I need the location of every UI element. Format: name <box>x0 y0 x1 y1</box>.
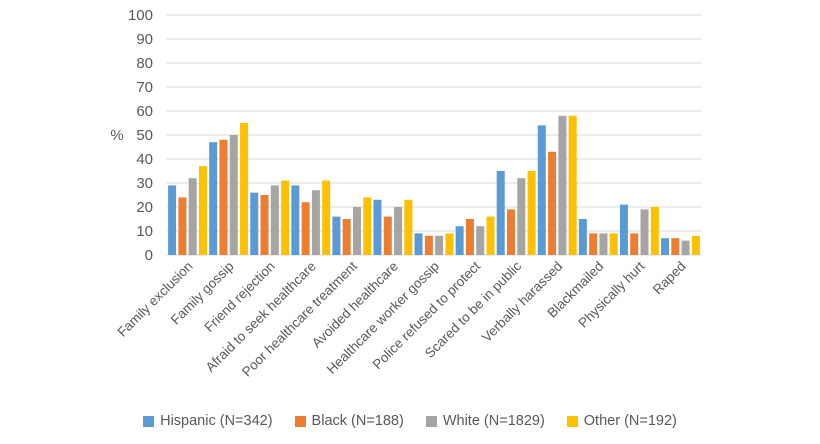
bar <box>548 151 557 255</box>
legend-item: Hispanic (N=342) <box>143 413 273 429</box>
bar <box>609 233 618 255</box>
legend-item-label: Hispanic (N=342) <box>160 413 273 429</box>
bar-chart: 0 10 20 30 40 50 60 70 80 90 100% Family exclusionF… <box>110 7 701 379</box>
bar <box>311 190 320 255</box>
bar <box>209 142 218 255</box>
bar <box>270 185 279 255</box>
bar <box>301 202 310 255</box>
bar <box>671 238 680 255</box>
bar <box>496 171 505 255</box>
y-axis-tick-label: 100 <box>128 7 153 24</box>
y-axis-tick-label: 10 <box>136 223 153 240</box>
legend-item: Black (N=188) <box>294 413 404 429</box>
bar <box>229 135 238 255</box>
bar <box>445 233 454 255</box>
bar <box>599 233 608 255</box>
bar <box>353 207 361 255</box>
bar <box>578 219 587 255</box>
bar <box>219 139 228 255</box>
bar <box>373 199 382 255</box>
bar <box>681 240 690 255</box>
y-axis-tick-label: 60 <box>136 103 153 120</box>
bar <box>650 207 659 255</box>
x-axis-category-label: Friend rejection <box>201 259 277 335</box>
y-axis-tick-label: 80 <box>136 55 153 72</box>
y-axis-tick-label: 50 <box>136 127 153 144</box>
bar <box>589 233 598 255</box>
bar <box>394 207 403 255</box>
y-axis-tick-label: 90 <box>136 31 153 48</box>
bar <box>619 204 628 255</box>
legend-color-swatch <box>425 415 437 427</box>
legend-item-label: White (N=1829) <box>442 413 545 429</box>
bar <box>342 219 351 255</box>
bar <box>691 235 700 255</box>
y-axis-tick-label: 70 <box>136 79 153 96</box>
bar <box>507 209 515 255</box>
bar <box>537 125 546 256</box>
legend-item-label: Other (N=192) <box>583 413 677 429</box>
y-axis-tick-label: 0 <box>145 247 153 264</box>
bar <box>465 219 474 255</box>
bar <box>661 238 670 255</box>
legend-color-swatch <box>143 415 155 427</box>
bar <box>240 123 249 255</box>
bar <box>486 216 495 255</box>
bar <box>424 235 433 255</box>
bar <box>322 180 331 255</box>
legend-item-label: Black (N=188) <box>311 413 404 429</box>
legend-item: White (N=1829) <box>425 413 545 429</box>
bar <box>250 192 259 255</box>
bar <box>383 216 392 255</box>
chart-legend: Hispanic (N=342) Black (N=188) White (N=18… <box>0 406 820 436</box>
y-axis-tick-label: 40 <box>136 151 153 168</box>
legend-color-swatch <box>294 415 306 427</box>
y-axis-title: % <box>110 127 123 144</box>
bar <box>568 115 577 255</box>
x-axis-category-label: Family exclusion <box>114 259 195 340</box>
bar <box>404 199 413 255</box>
bar <box>168 185 177 255</box>
bar <box>630 233 639 255</box>
bar <box>527 171 536 255</box>
bar <box>640 209 649 255</box>
bar <box>332 216 341 255</box>
bar <box>260 195 269 255</box>
bar <box>281 180 290 255</box>
legend-color-swatch <box>566 415 578 427</box>
y-axis-tick-label: 30 <box>136 175 153 192</box>
bar <box>188 178 197 255</box>
bar <box>476 226 485 255</box>
bar <box>178 197 187 255</box>
bar <box>558 115 567 255</box>
bar <box>291 185 300 255</box>
bar <box>363 197 372 255</box>
bar <box>414 233 423 255</box>
bar <box>455 226 464 255</box>
legend-item: Other (N=192) <box>566 413 677 429</box>
y-axis-tick-label: 20 <box>136 199 153 216</box>
bar <box>435 235 444 255</box>
x-axis-category-label: Raped <box>650 259 689 298</box>
bar <box>517 178 526 255</box>
bar <box>198 166 207 255</box>
